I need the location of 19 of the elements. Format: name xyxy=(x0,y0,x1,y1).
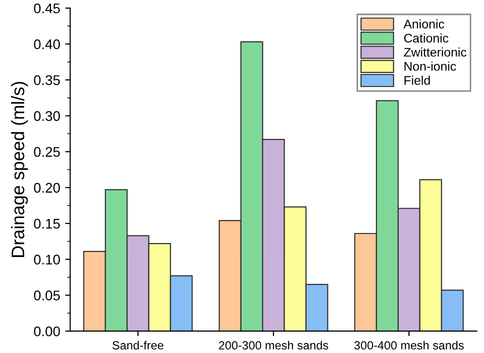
y-tick-label: 0.40 xyxy=(34,39,60,50)
y-axis-title: Drainage speed (ml/s) xyxy=(11,82,28,257)
x-tick-label: 300-400 mesh sands xyxy=(354,340,464,350)
x-tick-label: 200-300 mesh sands xyxy=(218,340,328,350)
legend-label: Field xyxy=(404,76,430,85)
x-tick-label: Sand-free xyxy=(112,340,164,350)
y-tick-label: 0.25 xyxy=(34,147,60,157)
legend-label: Cationic xyxy=(404,33,448,43)
y-tick-label: 0.10 xyxy=(34,254,60,265)
y-tick-label: 0.20 xyxy=(34,182,60,193)
y-tick-label: 0.35 xyxy=(34,75,60,86)
y-tick-label: 0.30 xyxy=(34,111,60,121)
y-tick-label: 0.00 xyxy=(34,326,60,336)
legend-label: Non-ionic xyxy=(404,62,456,71)
y-tick-label: 0.05 xyxy=(34,290,60,300)
legend-label: Zwitterionic xyxy=(404,48,466,57)
y-tick-label: 0.45 xyxy=(34,3,60,14)
legend-label: Anionic xyxy=(404,19,444,28)
y-tick-label: 0.15 xyxy=(34,218,60,229)
